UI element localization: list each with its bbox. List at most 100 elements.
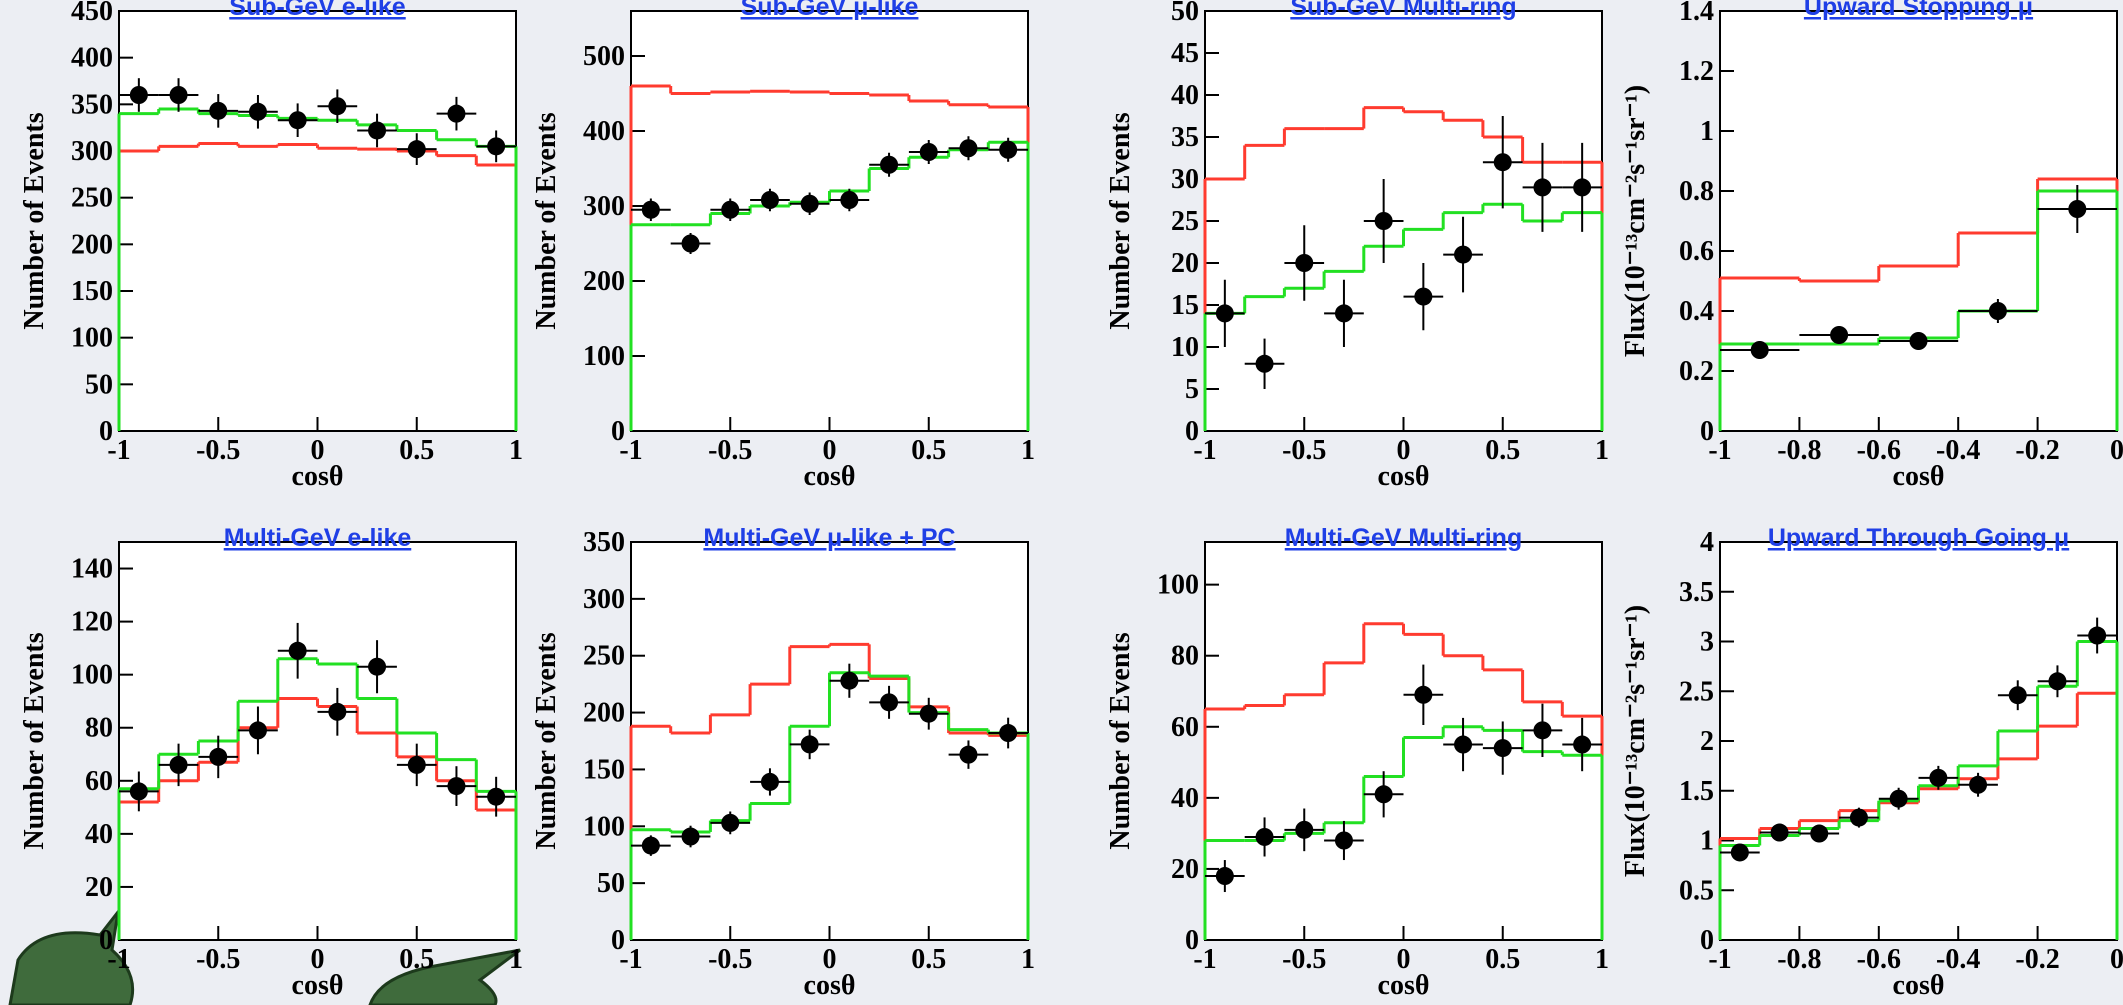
x-axis-label: cosθ (292, 461, 344, 492)
x-tick-label: 0.5 (911, 435, 946, 466)
x-tick-label: -0.5 (1282, 435, 1326, 466)
y-axis-label: Flux(10⁻¹³cm⁻²s⁻¹sr⁻¹) (1620, 605, 1651, 877)
data-point (840, 191, 859, 209)
data-point (288, 111, 307, 130)
y-tick-label: 4 (1700, 527, 1714, 558)
y-tick-label: 3.5 (1679, 577, 1714, 608)
data-point (1255, 354, 1274, 373)
x-tick-label: -1 (107, 435, 130, 466)
data-point (681, 234, 700, 253)
y-tick-label: 1.5 (1679, 776, 1714, 807)
data-point (1730, 843, 1749, 862)
x-tick-label: 0.5 (1485, 944, 1520, 975)
y-axis-label: Number of Events (19, 112, 50, 329)
x-tick-label: -1 (107, 944, 130, 975)
data-point (1969, 775, 1988, 794)
y-axis-label: Number of Events (531, 632, 562, 849)
data-points (631, 663, 1028, 856)
y-tick-label: 0 (1185, 416, 1199, 447)
plot-area (1719, 10, 2118, 432)
y-tick-label: 1.2 (1679, 56, 1714, 87)
data-point (1909, 332, 1928, 350)
data-point (447, 104, 466, 123)
data-point (1374, 785, 1393, 804)
speech-bubble (8, 906, 135, 1005)
x-tick-label: 0 (823, 944, 837, 975)
panel: Sub-GeV e-like 0 50 100 150 200 250 300 350 400 45… (19, 0, 523, 492)
y-tick-label: 40 (1171, 80, 1199, 111)
y-tick-label: 0.4 (1679, 296, 1714, 327)
data-point (919, 704, 938, 723)
y-tick-label: 10 (1171, 332, 1199, 363)
data-point (1493, 739, 1512, 758)
x-tick-label: -0.2 (2015, 944, 2059, 975)
x-tick-label: 0 (311, 944, 325, 975)
chart-title: Multi-GeV e-like (224, 524, 412, 552)
data-point (169, 86, 188, 104)
y-axis-label: Number of Events (19, 632, 50, 849)
x-tick-label: -1 (619, 435, 642, 466)
x-tick-label: -0.4 (1936, 944, 1980, 975)
data-points (1205, 664, 1602, 893)
y-tick-label: 0 (611, 416, 625, 447)
data-point (840, 671, 859, 690)
y-tick-label: 25 (1171, 206, 1199, 237)
panel: Sub-GeV μ-like 0 100 200 300 400 500 -1 -0.5 0 0.5… (531, 0, 1035, 492)
chart-title: Sub-GeV μ-like (741, 0, 919, 21)
y-tick-label: 50 (1171, 0, 1199, 27)
x-tick-label: -1 (1708, 944, 1731, 975)
data-point (999, 140, 1018, 159)
y-tick-label: 300 (583, 191, 625, 222)
data-point (1295, 254, 1314, 272)
y-tick-label: 50 (597, 868, 625, 899)
y-tick-label: 350 (583, 527, 625, 558)
data-point (999, 724, 1018, 743)
y-tick-label: 150 (583, 754, 625, 785)
x-tick-label: 1 (1595, 435, 1609, 466)
y-tick-label: 15 (1171, 290, 1199, 321)
data-point (368, 121, 387, 140)
plot-area (1719, 541, 2118, 941)
data-point (1533, 721, 1552, 740)
y-axis-label: Number of Events (531, 112, 562, 329)
plot-area (630, 10, 1029, 432)
data-point (209, 747, 228, 766)
x-tick-label: -0.4 (1936, 435, 1980, 466)
data-point (1215, 867, 1234, 886)
y-tick-label: 100 (1157, 570, 1199, 601)
data-point (1929, 768, 1948, 787)
panel: Multi-GeV μ-like + PC 0 50 100 150 200 250 300 3… (531, 524, 1035, 1001)
x-tick-label: -0.6 (1857, 944, 1901, 975)
x-tick-label: 0 (2110, 944, 2123, 975)
y-tick-label: 400 (583, 116, 625, 147)
data-point (1334, 831, 1353, 850)
data-point (800, 735, 819, 754)
data-point (959, 139, 978, 158)
data-point (248, 721, 267, 740)
y-tick-label: 450 (71, 0, 113, 27)
data-points (1720, 617, 2117, 862)
y-tick-label: 0 (611, 925, 625, 956)
data-point (681, 827, 700, 846)
data-point (129, 782, 148, 801)
x-tick-label: -1 (1193, 944, 1216, 975)
data-points (119, 622, 516, 817)
y-tick-label: 1 (1700, 116, 1714, 147)
x-axis-label: cosθ (804, 970, 856, 1001)
x-axis-label: cosθ (804, 461, 856, 492)
y-axis-label: Number of Events (1105, 632, 1136, 849)
y-tick-label: 60 (85, 766, 113, 797)
y-tick-label: 60 (1171, 712, 1199, 743)
y-tick-label: 80 (85, 713, 113, 744)
panel: Upward Through Going μ 0 0.5 1 1.5 2 2.5 3 3.5 4 -… (1620, 524, 2123, 1001)
plot-area (118, 541, 517, 941)
x-tick-label: 0 (311, 435, 325, 466)
data-point (487, 137, 506, 156)
x-tick-label: -0.5 (1282, 944, 1326, 975)
y-tick-label: 1.4 (1679, 0, 1714, 27)
histogram (629, 140, 1030, 431)
data-point (1988, 302, 2007, 320)
x-axis-label: cosθ (1893, 970, 1945, 1001)
y-tick-label: 0 (1700, 925, 1714, 956)
